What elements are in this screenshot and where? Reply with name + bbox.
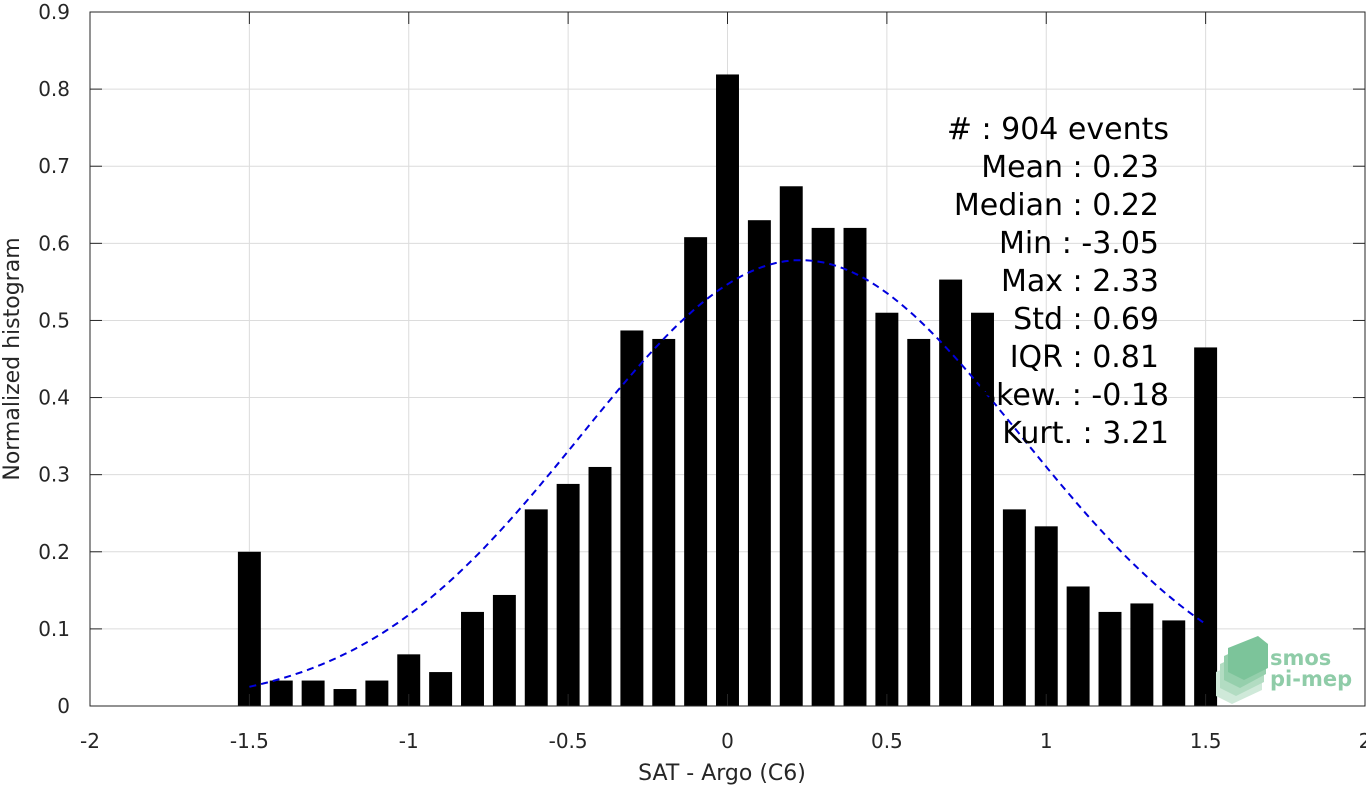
stat-min: Min : -3.05 (999, 226, 1159, 261)
histogram-bar (588, 466, 612, 706)
x-tick-label: -1.5 (230, 729, 269, 753)
y-tick-labels: 0 0.1 0.2 0.3 0.4 0.5 0.6 0.7 0.8 0.9 (38, 0, 70, 718)
x-tick-label: -0.5 (549, 729, 588, 753)
histogram-bar (1194, 347, 1218, 706)
x-tick-label: 0.5 (871, 729, 903, 753)
x-tick-labels: -2 -1.5 -1 -0.5 0 0.5 1 1.5 2 (80, 729, 1366, 753)
x-tick-label: 1.5 (1190, 729, 1222, 753)
histogram-bar (1162, 620, 1186, 706)
stat-iqr: IQR : 0.81 (1010, 340, 1159, 375)
histogram-bar (811, 227, 835, 706)
histogram-bar (269, 680, 293, 706)
x-axis-label: SAT - Argo (C6) (638, 761, 806, 786)
normal-fit-curve (249, 259, 1207, 688)
histogram-bar (939, 279, 963, 706)
y-axis-label: Normalized histogram (0, 237, 25, 480)
logo-layers-icon (1216, 636, 1268, 704)
histogram-bar (684, 237, 708, 707)
y-tick-label: 0.2 (38, 540, 70, 564)
y-tick-label: 0.9 (38, 0, 70, 24)
stat-events: # : 904 events (947, 112, 1169, 147)
y-tick-label: 0.5 (38, 308, 70, 332)
y-tick-label: 0.3 (38, 463, 70, 487)
histogram-bar (333, 689, 357, 706)
statistics-box: # : 904 events Mean : 0.23 Median : 0.22… (947, 112, 1169, 451)
histogram-bar (1002, 509, 1026, 706)
histogram-bar (779, 186, 803, 706)
histogram-bars (237, 74, 1218, 707)
histogram-bar (1130, 603, 1154, 706)
histogram-bar (365, 680, 389, 706)
histogram-bar (556, 483, 580, 706)
smos-pi-mep-logo: smos pi-mep (1216, 636, 1352, 704)
histogram-bar (429, 672, 453, 706)
x-tick-label: 2 (1359, 729, 1366, 753)
histogram-bar (461, 611, 484, 706)
histogram-bar (397, 654, 421, 706)
histogram-bar (301, 680, 325, 706)
x-tick-label: -2 (80, 729, 100, 753)
y-tick-label: 0 (57, 694, 70, 718)
histogram-bar (843, 227, 867, 706)
stat-std: Std : 0.69 (1013, 302, 1159, 337)
histogram-bar (237, 551, 261, 706)
histogram-bar (907, 338, 931, 706)
histogram-bar (620, 330, 644, 706)
logo-text-smos: smos (1270, 646, 1331, 670)
y-tick-label: 0.4 (38, 386, 70, 410)
x-tick-label: -1 (399, 729, 419, 753)
histogram-bar (875, 312, 899, 706)
y-tick-label: 0.6 (38, 231, 70, 255)
stat-max: Max : 2.33 (1001, 264, 1159, 299)
histogram-bar (971, 312, 994, 706)
y-tick-label: 0.7 (38, 154, 70, 178)
histogram-bar (1098, 611, 1122, 706)
axis-ticks (89, 11, 1366, 707)
histogram-bar (1066, 586, 1090, 706)
histogram-bar (747, 220, 771, 706)
y-tick-label: 0.1 (38, 617, 70, 641)
stat-mean: Mean : 0.23 (981, 150, 1159, 185)
x-tick-label: 1 (1040, 729, 1053, 753)
histogram-bar (716, 74, 739, 706)
stat-skew: Skew. : -0.18 (977, 378, 1169, 413)
stat-median: Median : 0.22 (954, 188, 1159, 223)
y-tick-label: 0.8 (38, 77, 70, 101)
histogram-bar (1034, 526, 1058, 706)
histogram-bar (492, 594, 516, 706)
histogram-bar (652, 338, 676, 706)
logo-text-pi-mep: pi-mep (1270, 667, 1352, 691)
stat-kurt: Kurt. : 3.21 (1002, 416, 1169, 451)
histogram-bar (524, 509, 548, 706)
x-tick-label: 0 (721, 729, 734, 753)
